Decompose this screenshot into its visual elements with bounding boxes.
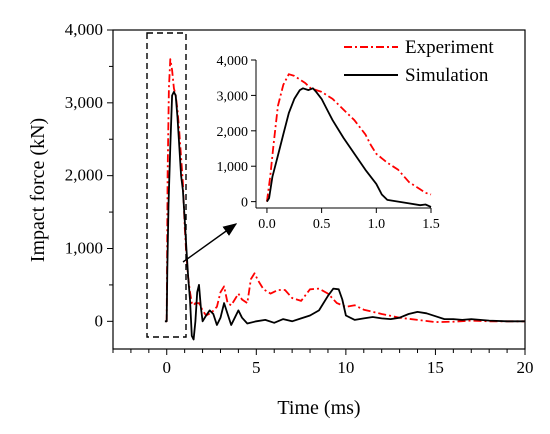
inset-y-tick-label: 1,000 xyxy=(217,160,249,175)
inset-y-tick-label: 0 xyxy=(241,196,248,211)
inset-axis-ticks: 0.0 0.5 1.0 1.5 0 1,000 2,000 3,000 4,000 xyxy=(217,54,440,232)
legend-label-simulation: Simulation xyxy=(405,65,489,86)
main-y-tick-label: 2,000 xyxy=(65,166,103,185)
inset-y-tick-label: 3,000 xyxy=(217,89,249,104)
main-x-tick-label: 5 xyxy=(252,358,261,377)
zoom-region-box xyxy=(146,32,187,338)
inset-x-tick-label: 1.5 xyxy=(422,217,440,232)
main-x-tick-label: 20 xyxy=(517,358,534,377)
inset-x-tick-label: 0.0 xyxy=(258,217,276,232)
main-series-layer xyxy=(164,58,525,341)
y-axis-title: Impact force (kN) xyxy=(27,118,49,262)
main-y-tick-label: 1,000 xyxy=(65,238,103,257)
zoom-arrow xyxy=(182,223,238,263)
inset-x-tick-label: 1.0 xyxy=(368,217,386,232)
main-y-tick-label: 0 xyxy=(95,311,104,330)
inset-x-tick-label: 0.5 xyxy=(313,217,331,232)
inset-series-simulation xyxy=(266,87,432,208)
main-x-tick-label: 10 xyxy=(337,358,354,377)
main-y-tick-label: 3,000 xyxy=(65,93,103,112)
legend-label-experiment: Experiment xyxy=(405,37,494,58)
main-x-tick-label: 15 xyxy=(427,358,444,377)
main-series-experiment xyxy=(165,58,525,324)
plot-frame xyxy=(112,29,526,350)
inset-series-experiment xyxy=(266,73,432,202)
inset-y-tick-label: 4,000 xyxy=(217,54,249,69)
x-axis-title: Time (ms) xyxy=(277,397,360,419)
main-x-tick-label: 0 xyxy=(162,358,171,377)
main-y-tick-label: 4,000 xyxy=(65,20,103,39)
legend: Experiment Simulation xyxy=(344,37,494,86)
inset-series-layer xyxy=(266,73,432,208)
main-axis-ticks: 0 5 10 15 20 0 1,000 2,000 3,000 4,000 xyxy=(65,20,534,377)
main-series-simulation xyxy=(164,91,525,341)
inset-y-tick-label: 2,000 xyxy=(217,125,249,140)
inset-chart: 0.0 0.5 1.0 1.5 0 1,000 2,000 3,000 4,000 xyxy=(217,54,440,232)
